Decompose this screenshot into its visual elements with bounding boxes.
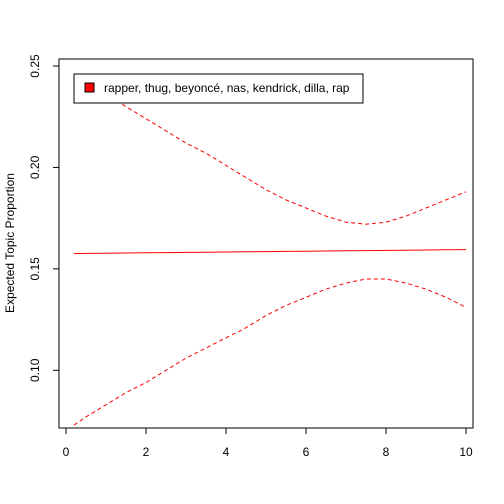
y-tick-label: 0.15 [28, 257, 42, 281]
y-tick-label: 0.20 [28, 155, 42, 179]
x-tick-label: 8 [383, 445, 390, 459]
x-tick-label: 4 [223, 445, 230, 459]
series-line-estimate [73, 249, 467, 255]
plot-frame [58, 58, 474, 429]
legend: rapper, thug, beyoncé, nas, kendrick, di… [73, 73, 364, 104]
x-tick-label: 10 [459, 445, 473, 459]
x-axis: 0 2 4 6 8 10 [63, 427, 473, 459]
x-tick-label: 6 [303, 445, 310, 459]
y-axis-label: Expected Topic Proportion [3, 173, 17, 313]
legend-swatch [84, 82, 95, 93]
legend-label: rapper, thug, beyoncé, nas, kendrick, di… [104, 81, 350, 95]
x-tick-label: 0 [63, 445, 70, 459]
series-line-lower-bound [73, 278, 467, 426]
y-tick-label: 0.10 [28, 358, 42, 382]
x-tick-label: 2 [143, 445, 150, 459]
y-axis: 0.10 0.15 0.20 0.25 [28, 54, 60, 382]
y-tick-label: 0.25 [28, 54, 42, 78]
legend-box [73, 73, 364, 104]
